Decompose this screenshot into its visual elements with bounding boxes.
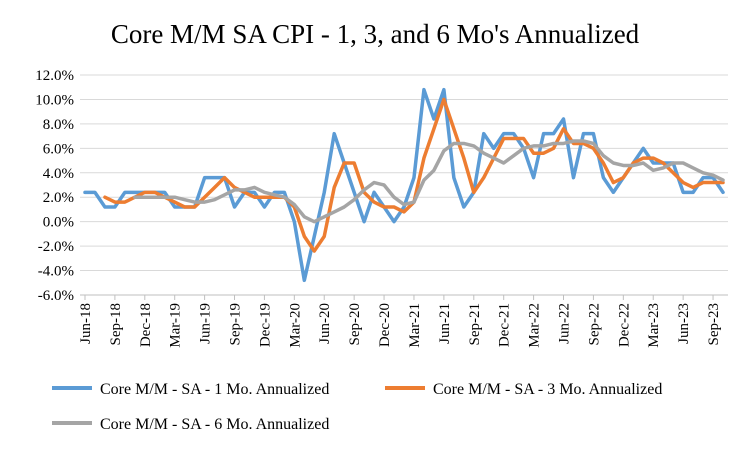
x-tick-label: Jun-21 bbox=[437, 303, 453, 344]
legend-label-1mo: Core M/M - SA - 1 Mo. Annualized bbox=[100, 381, 329, 398]
gridlines bbox=[80, 74, 728, 296]
x-tick-label: Sep-19 bbox=[228, 303, 244, 346]
x-tick-label: Sep-20 bbox=[347, 303, 363, 346]
y-tick-label: -2.0% bbox=[38, 239, 74, 255]
x-tick-label: Dec-19 bbox=[257, 303, 273, 347]
x-tick-label: Sep-22 bbox=[586, 303, 602, 346]
y-tick-label: 8.0% bbox=[43, 117, 74, 133]
series-layer bbox=[83, 87, 725, 283]
x-tick-label: Jun-19 bbox=[198, 303, 214, 344]
series-line-6mo bbox=[133, 139, 725, 224]
x-tick-label: Sep-18 bbox=[108, 303, 124, 346]
x-tick-label: Sep-23 bbox=[706, 303, 722, 346]
x-tick-label: Dec-22 bbox=[616, 303, 632, 347]
y-tick-label: 12.0% bbox=[35, 68, 74, 84]
y-tick-label: 2.0% bbox=[43, 190, 74, 206]
x-tick-label: Mar-20 bbox=[287, 303, 303, 348]
chart-title: Core M/M SA CPI - 1, 3, and 6 Mo's Annua… bbox=[111, 19, 640, 49]
y-tick-label: 10.0% bbox=[35, 92, 74, 108]
x-tick-label: Jun-20 bbox=[317, 303, 333, 344]
x-tick-label: Mar-19 bbox=[168, 303, 184, 348]
x-tick-label: Mar-21 bbox=[407, 303, 423, 348]
x-tick-label: Dec-18 bbox=[138, 303, 154, 347]
y-tick-label: 0.0% bbox=[43, 215, 74, 231]
series-line-1mo bbox=[83, 87, 725, 283]
x-tick-label: Sep-21 bbox=[467, 303, 483, 346]
legend-label-3mo: Core M/M - SA - 3 Mo. Annualized bbox=[433, 381, 662, 398]
x-tick-label: Jun-18 bbox=[78, 303, 94, 344]
x-tick-label: Mar-23 bbox=[646, 303, 662, 348]
x-tick-label: Dec-21 bbox=[497, 303, 513, 347]
y-tick-label: -6.0% bbox=[38, 288, 74, 304]
x-axis-ticks: Jun-18 Sep-18 Dec-18 Mar-19 Jun-19 Sep-19 Dec-… bbox=[78, 303, 722, 348]
x-tick-label: Jun-22 bbox=[557, 303, 573, 344]
x-tick-label: Jun-23 bbox=[676, 303, 692, 344]
x-tick-label: Mar-22 bbox=[527, 303, 543, 348]
y-tick-label: -4.0% bbox=[38, 264, 74, 280]
legend: Core M/M - SA - 1 Mo. Annualized Core M/… bbox=[52, 381, 662, 433]
y-tick-label: 4.0% bbox=[43, 166, 74, 182]
y-tick-label: 6.0% bbox=[43, 141, 74, 157]
x-tick-label: Dec-20 bbox=[377, 303, 393, 347]
legend-label-6mo: Core M/M - SA - 6 Mo. Annualized bbox=[100, 416, 329, 433]
y-axis-ticks: 12.0% 10.0% 8.0% 6.0% 4.0% 2.0% 0.0% -2.0% -4.0%… bbox=[35, 68, 74, 304]
x-axis-tick-marks bbox=[84, 295, 714, 300]
